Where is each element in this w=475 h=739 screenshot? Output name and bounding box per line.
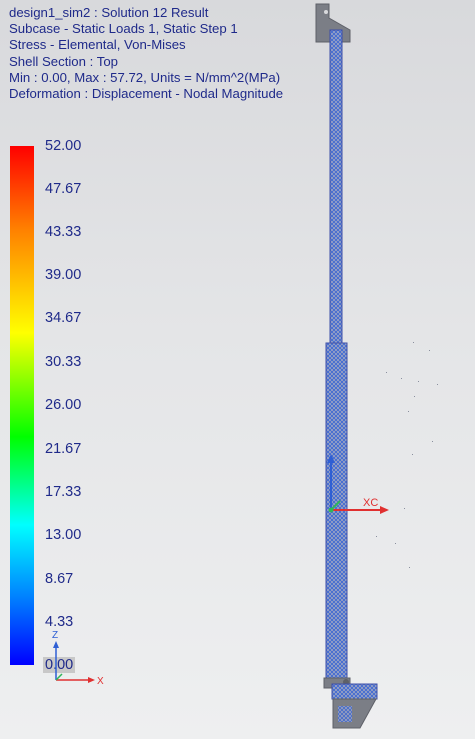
z-arrow-icon: [53, 641, 59, 648]
mesh-node-speck: [413, 342, 414, 343]
mesh-node-speck: [412, 454, 413, 455]
zc-arrow-icon: [327, 454, 335, 463]
mesh-node-speck: [418, 381, 419, 382]
wcs-triad[interactable]: XC: [327, 454, 389, 514]
wcs-origin: [328, 507, 334, 513]
mesh-node-speck: [376, 536, 377, 537]
color-legend-bar: [10, 146, 34, 665]
triad-x-label: X: [97, 676, 104, 687]
legend-label-47: 47.67: [45, 181, 82, 197]
x-arrow-icon: [88, 677, 95, 683]
mesh-node-speck: [401, 378, 402, 379]
mesh-node-speck: [395, 543, 396, 544]
legend-label-17: 17.33: [45, 484, 82, 500]
header-subcase: Subcase - Static Loads 1, Static Step 1: [9, 21, 238, 37]
mesh-node-speck: [432, 441, 433, 442]
bottom-foot-bracket: [331, 683, 378, 729]
legend-label-26: 26.00: [45, 397, 82, 413]
mesh-node-speck: [414, 396, 415, 397]
xc-arrow-icon: [380, 506, 389, 514]
legend-label-13: 13.00: [45, 527, 82, 543]
legend-label-30: 30.33: [45, 354, 82, 370]
upper-rod: [329, 29, 343, 347]
header-shell-section: Shell Section : Top: [9, 53, 118, 69]
legend-label-4: 4.33: [45, 614, 74, 630]
legend-label-43: 43.33: [45, 224, 82, 240]
xc-label: XC: [363, 497, 378, 509]
header-title: design1_sim2 : Solution 12 Result: [9, 5, 209, 20]
legend-label-39: 39.00: [45, 267, 82, 283]
header-deformation: Deformation : Displacement - Nodal Magni…: [9, 86, 284, 102]
result-header: design1_sim2 : Solution 12 Result Subcas…: [9, 5, 283, 102]
mesh-node-speck: [386, 372, 387, 373]
legend-label-34: 34.67: [45, 310, 82, 326]
header-min-max: Min : 0.00, Max : 57.72, Units = N/mm^2(…: [9, 69, 281, 85]
header-stress-type: Stress - Elemental, Von-Mises: [9, 37, 186, 53]
legend-label-8: 8.67: [45, 571, 74, 587]
mesh-node-speck: [409, 567, 410, 568]
view-triad: Z X: [52, 630, 104, 687]
triad-y-axis: [55, 673, 63, 681]
triad-z-label: Z: [52, 630, 58, 641]
mesh-node-speck: [437, 384, 438, 385]
mesh-node-speck: [404, 508, 405, 509]
mesh-node-speck: [429, 350, 430, 351]
legend-label-21: 21.67: [45, 441, 82, 457]
legend-label-0[interactable]: 0.00: [43, 657, 76, 673]
lower-tube: [325, 342, 348, 684]
legend-label-52: 52.00: [45, 138, 82, 154]
mesh-node-speck: [408, 411, 409, 412]
